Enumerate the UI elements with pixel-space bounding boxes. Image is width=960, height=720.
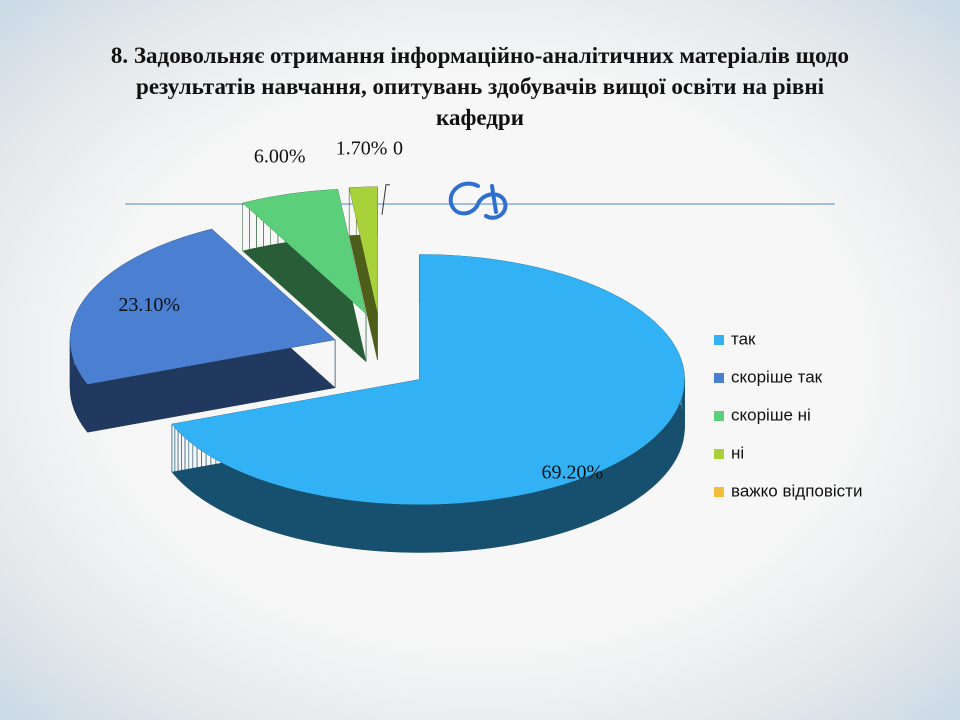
data-label: 69.20% (541, 462, 603, 484)
chart-title: 8. Задовольняє отримання інформаційно-ан… (110, 43, 850, 130)
data-label: 1.70% (336, 138, 388, 160)
slice (171, 254, 685, 505)
legend-label: скоріше ні (731, 405, 811, 424)
legend-swatch (714, 487, 724, 497)
legend-label: ні (731, 443, 744, 462)
data-label: 23.10% (118, 294, 180, 316)
decor-glyph (448, 181, 508, 220)
leader-line (381, 184, 390, 215)
legend-label: скоріше так (731, 367, 823, 386)
legend-swatch (714, 335, 724, 345)
data-label: 0 (393, 137, 403, 159)
legend-swatch (714, 373, 724, 383)
legend-label: так (731, 329, 756, 348)
legend-swatch (714, 411, 724, 421)
data-label: 6.00% (254, 145, 306, 167)
slice (349, 186, 378, 312)
slice (242, 189, 367, 314)
legend-label: важко відповісти (731, 481, 862, 500)
legend-swatch (714, 449, 724, 459)
slice (70, 229, 336, 385)
